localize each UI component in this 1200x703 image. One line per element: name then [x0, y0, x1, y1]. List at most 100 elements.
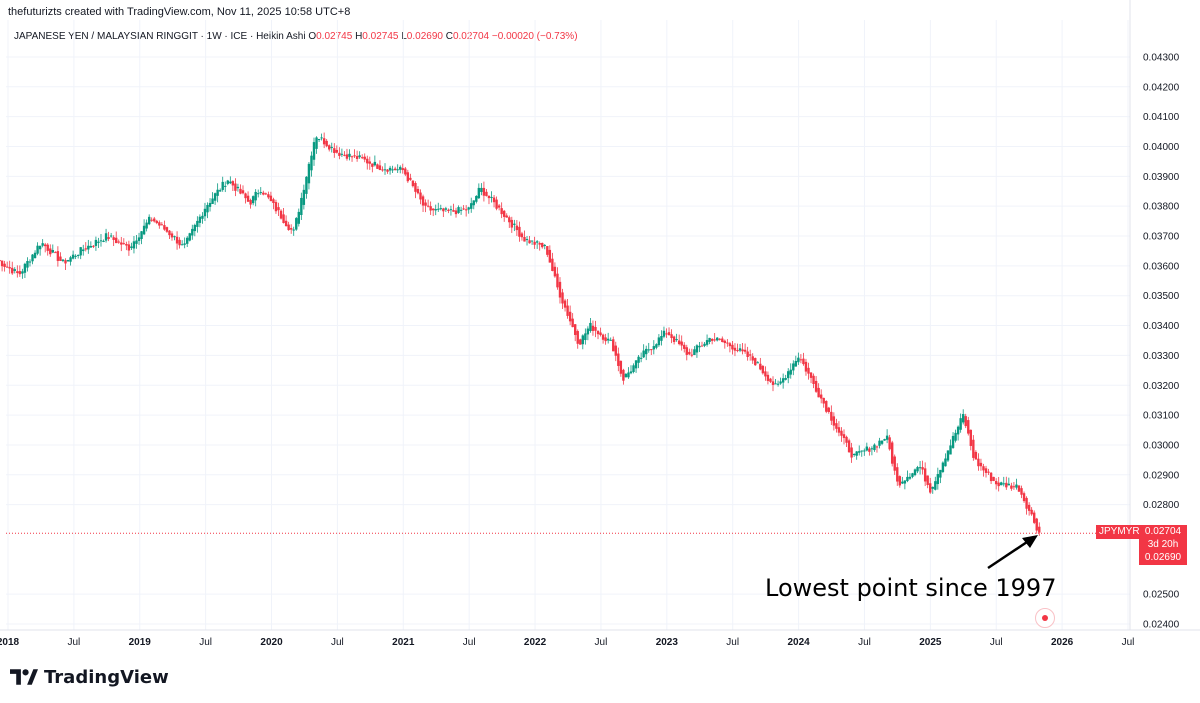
go-to-realtime-button[interactable] — [1035, 608, 1055, 628]
candle — [614, 341, 617, 362]
candle — [201, 212, 204, 224]
candle — [115, 231, 118, 244]
candle — [581, 334, 585, 350]
candle — [295, 216, 298, 231]
candle — [112, 235, 115, 247]
candle — [652, 340, 656, 355]
low-key: L — [401, 31, 407, 42]
candle — [94, 236, 98, 251]
candle — [751, 353, 754, 364]
candle — [426, 199, 430, 208]
symbol-price-tag: JPYMYR — [1096, 525, 1143, 539]
candle — [698, 341, 701, 352]
candle — [188, 232, 191, 242]
candle — [513, 219, 516, 232]
candle — [944, 453, 947, 467]
candle — [809, 372, 813, 384]
candle — [145, 219, 148, 232]
close-value: 0.02704 — [452, 31, 490, 42]
candle — [500, 202, 503, 219]
candle — [153, 216, 156, 223]
candle — [472, 200, 475, 210]
candle — [685, 344, 688, 361]
annotation-label: Lowest point since 1997 — [765, 574, 1057, 602]
candle — [858, 445, 861, 456]
candle — [165, 226, 169, 233]
y-tick-label: 0.02900 — [1143, 470, 1180, 481]
candle — [1032, 510, 1036, 525]
candle — [467, 206, 470, 214]
candle — [216, 183, 219, 203]
x-tick-label: 2019 — [129, 637, 152, 648]
candle — [279, 209, 283, 220]
candle — [779, 377, 782, 385]
x-tick-label: 2018 — [0, 637, 20, 648]
candle — [218, 188, 222, 192]
candle — [835, 418, 838, 433]
candle — [969, 429, 973, 451]
y-tick-label: 0.04100 — [1143, 112, 1180, 123]
candle — [1005, 476, 1008, 490]
candle — [911, 472, 914, 479]
candle — [589, 318, 592, 333]
candle — [908, 473, 912, 480]
candle — [335, 145, 339, 154]
candle — [5, 261, 9, 268]
candle — [956, 425, 960, 441]
x-tick-label: 2023 — [656, 637, 679, 648]
candle — [650, 349, 653, 356]
candle — [639, 352, 643, 363]
candle — [89, 241, 93, 248]
time-axis[interactable]: 2018 Jul 2019 Jul 2020 Jul 2021 Jul 2022 Jul 2023 J… — [0, 637, 1134, 648]
candle — [645, 345, 648, 361]
candle — [391, 165, 394, 173]
candle — [713, 333, 716, 342]
candle — [257, 189, 260, 198]
candle — [764, 366, 767, 381]
candle — [350, 155, 354, 162]
y-tick-label: 0.03200 — [1143, 381, 1180, 392]
candle — [355, 150, 359, 162]
candle — [317, 138, 321, 143]
candle — [175, 231, 179, 250]
candle — [771, 376, 775, 392]
candle — [655, 343, 658, 350]
candle — [563, 298, 567, 312]
candle — [470, 197, 473, 213]
candle — [69, 255, 72, 266]
candle — [541, 242, 544, 249]
candle — [487, 195, 491, 205]
candle — [992, 476, 995, 482]
candle — [878, 437, 881, 449]
candle — [647, 342, 650, 353]
candle — [546, 246, 549, 258]
candle — [677, 334, 681, 346]
candle — [667, 327, 671, 336]
candle — [929, 477, 932, 494]
candle — [551, 252, 554, 272]
candle — [939, 469, 942, 484]
candle — [328, 144, 331, 152]
candle — [246, 191, 250, 202]
candle — [373, 155, 377, 167]
candle — [130, 242, 133, 250]
candle — [193, 223, 197, 237]
candle — [708, 337, 711, 345]
candle — [71, 250, 75, 260]
candle — [464, 205, 468, 217]
candle — [890, 440, 894, 467]
price-axis[interactable]: 0.04300 0.04200 0.04100 0.04000 0.03900 0.038… — [1143, 52, 1180, 630]
close-key: C — [445, 31, 453, 42]
candle — [322, 132, 326, 149]
candle — [59, 252, 62, 261]
candle — [421, 194, 425, 213]
candle — [896, 463, 899, 486]
candle — [1027, 502, 1031, 516]
candle — [79, 246, 82, 260]
candle — [954, 429, 957, 443]
candle — [300, 192, 303, 221]
candle — [601, 333, 605, 344]
candle — [733, 343, 737, 357]
candle — [695, 344, 699, 358]
